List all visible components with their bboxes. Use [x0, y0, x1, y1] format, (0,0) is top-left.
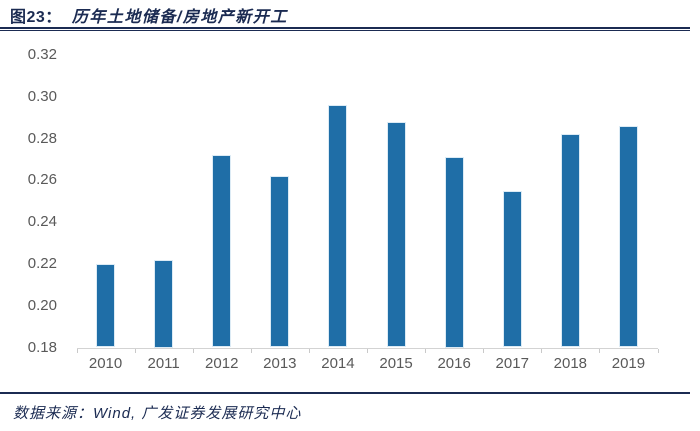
- y-axis-tick-label: 0.32: [27, 46, 57, 63]
- x-axis-tick-label: 2014: [321, 355, 355, 372]
- x-axis-tick-label: 2013: [263, 355, 297, 372]
- figure-title: 历年土地储备/房地产新开工: [71, 9, 288, 26]
- bar-2015: [386, 121, 406, 348]
- x-axis-tick-label: 2015: [379, 355, 413, 372]
- bar-2013: [270, 176, 290, 348]
- x-axis-tick-label: 2010: [88, 355, 123, 372]
- x-axis-tick: [425, 348, 427, 353]
- x-axis-tick-label: 2018: [553, 355, 588, 372]
- x-axis-tick-label: 2011: [147, 355, 180, 372]
- data-source-label: 数据来源：: [13, 405, 94, 422]
- x-axis-line: [76, 347, 658, 349]
- x-axis-tick-label: 2016: [437, 355, 471, 372]
- x-axis-tick: [76, 348, 78, 353]
- y-axis-tick-label: 0.20: [27, 296, 57, 314]
- y-axis-tick-label: 0.22: [27, 254, 57, 272]
- x-axis-tick-label: 2019: [611, 355, 646, 372]
- y-axis-tick-label: 0.30: [27, 87, 57, 105]
- bar-2010: [96, 263, 116, 348]
- figure-header: 图23： 历年土地储备/房地产新开工: [10, 3, 288, 27]
- bar-2012: [212, 155, 232, 348]
- bar-2017: [502, 190, 522, 348]
- x-axis-tick: [483, 348, 485, 353]
- y-axis-tick-label: 0.28: [27, 129, 57, 147]
- bar-2019: [618, 126, 638, 348]
- figure-number-label: 图23：: [10, 9, 62, 26]
- y-axis-tick-label: 0.24: [27, 213, 57, 231]
- title-divider-line: [0, 27, 690, 31]
- x-axis-tick: [250, 348, 252, 353]
- data-source-text: Wind, 广发证券发展研究中心: [93, 405, 302, 422]
- bar-2018: [560, 134, 580, 348]
- x-axis-tick: [541, 348, 543, 353]
- bar-2016: [444, 157, 464, 348]
- footer-divider-line: [0, 392, 690, 394]
- x-axis-tick-label: 2017: [495, 355, 529, 372]
- bar-2011: [154, 259, 174, 348]
- x-axis-tick-label: 2012: [205, 355, 239, 372]
- x-axis-tick: [134, 348, 136, 353]
- x-axis-tick: [192, 348, 194, 353]
- x-axis-tick: [367, 348, 368, 353]
- y-axis-tick-label: 0.18: [27, 338, 57, 356]
- y-axis-tick-label: 0.26: [27, 171, 57, 189]
- x-axis-tick: [657, 348, 659, 353]
- data-source-note: 数据来源：Wind, 广发证券发展研究中心: [13, 402, 301, 423]
- x-axis-tick: [308, 348, 310, 353]
- x-axis-tick: [599, 348, 601, 353]
- bar-2014: [328, 105, 348, 348]
